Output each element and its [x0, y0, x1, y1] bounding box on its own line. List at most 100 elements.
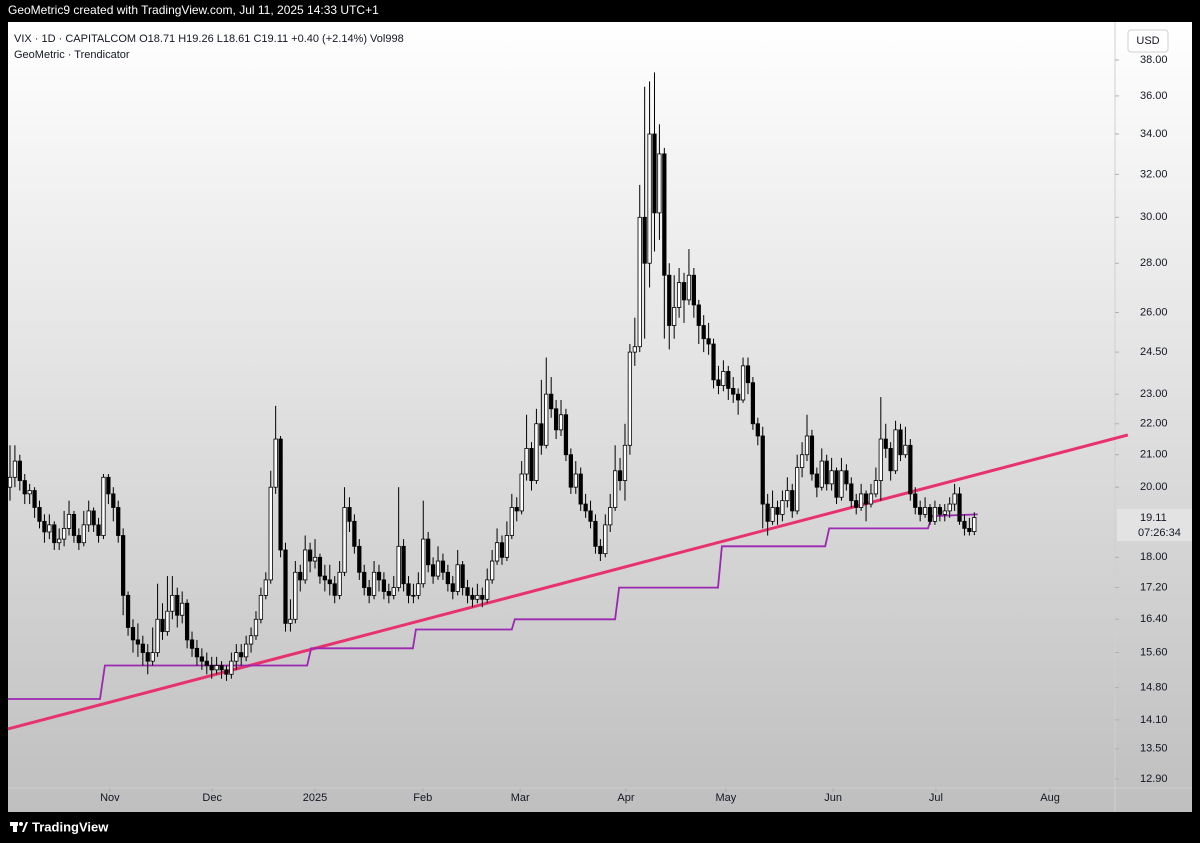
candle-body — [967, 527, 972, 532]
candle-body — [544, 393, 549, 446]
candle-body — [667, 274, 672, 326]
candle-body — [37, 507, 42, 522]
candle-body — [362, 571, 367, 588]
candle-body — [101, 476, 106, 536]
candle-body — [253, 618, 259, 637]
candle-body — [165, 610, 170, 632]
candle-body — [878, 438, 883, 481]
candle-body — [332, 583, 337, 596]
y-tick-label: 15.60 — [1140, 646, 1168, 658]
candle-body — [760, 435, 765, 505]
candle-body — [686, 274, 692, 301]
candle-body — [288, 618, 293, 624]
y-tick-label: 14.80 — [1140, 682, 1168, 694]
candle-body — [726, 371, 731, 389]
candle-body — [603, 524, 608, 555]
candle-body — [312, 556, 318, 562]
candle-body — [736, 393, 741, 401]
candle-body — [529, 448, 534, 481]
candle-body — [150, 652, 155, 662]
candle-body — [367, 587, 372, 596]
candle-body — [180, 602, 185, 616]
candle-body — [937, 507, 942, 515]
x-tick-label: Dec — [202, 792, 222, 804]
candle-body — [691, 274, 696, 306]
x-tick-label: Jun — [824, 792, 842, 804]
candle-body — [322, 575, 327, 581]
symbol-legend: VIX · 1D · CAPITALCOM O18.71 H19.26 L18.… — [14, 33, 404, 45]
y-tick-label: 26.00 — [1140, 306, 1168, 318]
candle-body — [534, 423, 539, 481]
x-tick-label: May — [715, 792, 736, 804]
currency[interactable]: USD — [1136, 35, 1159, 47]
candle-body — [672, 307, 677, 326]
currency-button[interactable] — [1127, 29, 1169, 53]
candle-body — [416, 583, 421, 596]
candle-body — [135, 639, 141, 645]
candle-body — [918, 507, 923, 515]
candle-body — [957, 493, 962, 522]
candle-body — [642, 216, 647, 264]
candle-body — [676, 282, 682, 308]
candle-body — [765, 503, 770, 522]
candle-body — [647, 133, 652, 264]
candle-body — [972, 517, 977, 532]
candle-body — [844, 470, 849, 485]
candle-body — [947, 503, 952, 512]
candle-body — [460, 564, 465, 588]
x-tick-label: 2025 — [303, 792, 327, 804]
candle-body — [814, 473, 819, 488]
y-tick-label: 13.50 — [1140, 743, 1168, 755]
candle-body — [809, 435, 815, 475]
y-tick-label: 34.00 — [1140, 128, 1168, 140]
candle-body — [61, 527, 67, 540]
candle-body — [913, 493, 918, 508]
candle-body — [632, 346, 637, 353]
candle-body — [401, 545, 406, 585]
x-tick-label: Mar — [511, 792, 530, 804]
candle-body — [268, 486, 273, 581]
candle-body — [214, 665, 219, 671]
y-tick-label: 38.00 — [1140, 54, 1168, 66]
candle-body — [298, 571, 303, 581]
candle-body — [347, 507, 352, 522]
candle-body — [357, 545, 362, 573]
candle-body — [859, 493, 864, 508]
candle-body — [293, 571, 298, 620]
candle-body — [86, 510, 91, 526]
candle-body — [475, 594, 480, 600]
candle-body — [396, 545, 401, 588]
candle-body — [721, 371, 726, 386]
candle-body — [952, 493, 957, 505]
candle-body — [740, 365, 746, 401]
candle-body — [258, 594, 264, 620]
candle-body — [888, 448, 893, 472]
candle-body — [804, 435, 810, 456]
candle-body — [327, 579, 332, 585]
candle-body — [908, 444, 913, 495]
step-line — [8, 513, 978, 700]
candle-body — [799, 454, 805, 468]
y-tick-label: 17.20 — [1140, 581, 1168, 593]
candle-body — [524, 448, 529, 475]
candle-body — [8, 476, 13, 488]
candle-body — [170, 594, 175, 612]
candle-body — [381, 579, 387, 592]
last-price: 19.11 — [1140, 512, 1167, 524]
candle-body — [32, 490, 37, 508]
candle-body — [121, 535, 126, 596]
candle-body — [57, 538, 62, 544]
y-tick-label: 30.00 — [1140, 211, 1168, 223]
countdown: 07:26:34 — [1138, 527, 1181, 539]
candle-body — [499, 542, 505, 558]
candle-body — [450, 583, 455, 592]
candle-body — [22, 480, 27, 495]
candle-body — [352, 520, 357, 547]
candle-body — [657, 153, 662, 214]
candle-body — [17, 460, 22, 481]
candle-body — [229, 660, 234, 675]
x-tick-label: Jul — [929, 792, 943, 804]
candle-body — [194, 647, 200, 658]
